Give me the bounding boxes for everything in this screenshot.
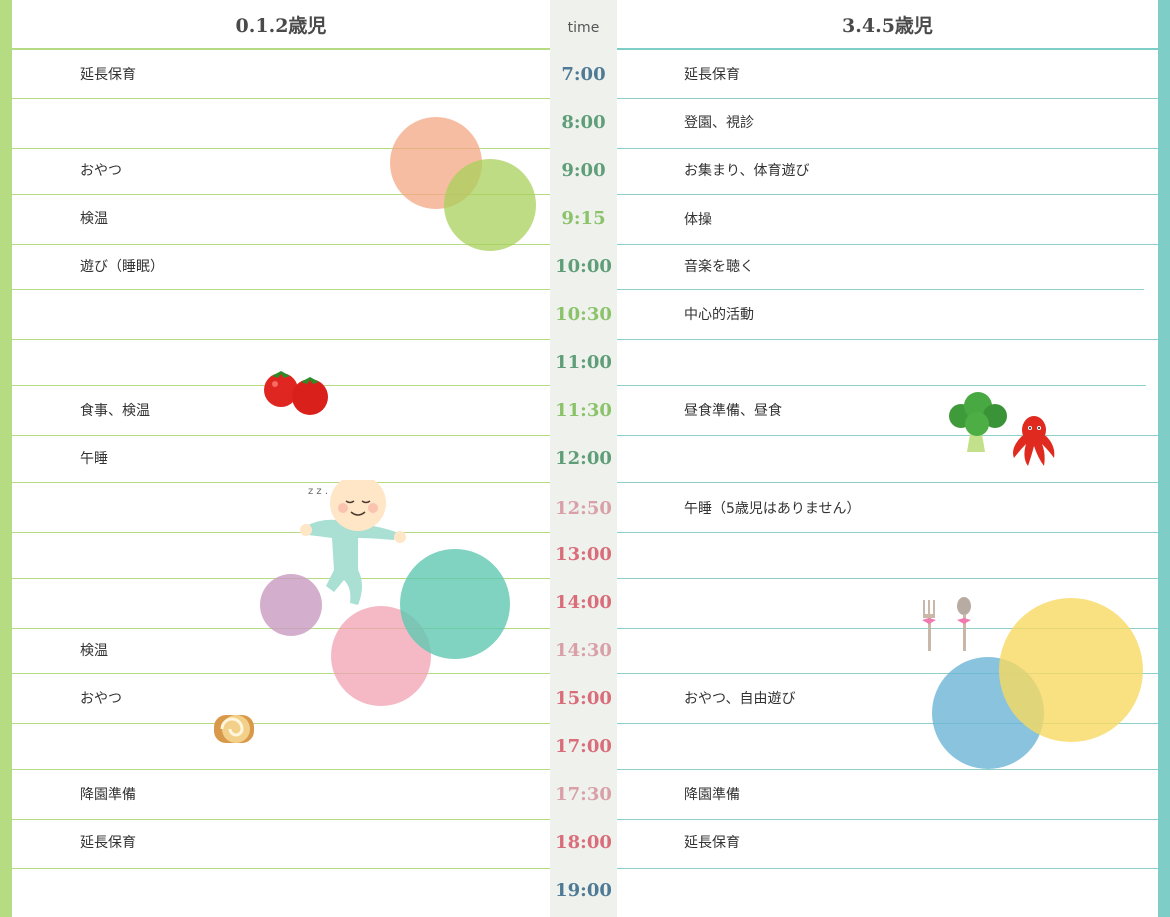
activity-label: 延長保育 bbox=[80, 67, 136, 83]
activity-label: おやつ、自由遊び bbox=[684, 691, 796, 707]
time-column bbox=[550, 0, 617, 917]
row-divider bbox=[12, 769, 550, 770]
row-divider bbox=[617, 673, 1158, 674]
row-divider bbox=[617, 532, 1158, 533]
time-label: 8:00 bbox=[561, 112, 606, 133]
row-divider bbox=[617, 289, 1144, 290]
row-divider bbox=[617, 194, 1158, 195]
row-divider bbox=[12, 289, 550, 290]
row-divider bbox=[617, 723, 1158, 724]
time-label: 10:00 bbox=[555, 256, 612, 277]
row-divider bbox=[617, 482, 1158, 483]
activity-label: 午睡 bbox=[80, 451, 108, 467]
row-divider bbox=[12, 723, 550, 724]
row-divider bbox=[617, 148, 1158, 149]
watercolor-circles-decoration bbox=[932, 598, 1143, 769]
activity-label: 延長保育 bbox=[684, 835, 740, 851]
time-label: 9:00 bbox=[561, 160, 606, 181]
watercolor-circles-decoration bbox=[260, 549, 510, 706]
time-label: 11:00 bbox=[555, 352, 612, 373]
time-label: 19:00 bbox=[555, 880, 612, 901]
tomato-icon bbox=[264, 371, 328, 415]
time-label: 7:00 bbox=[561, 64, 606, 85]
row-divider bbox=[12, 244, 550, 245]
activity-label: 音楽を聴く bbox=[684, 259, 754, 275]
row-divider bbox=[617, 819, 1158, 820]
activity-label: おやつ bbox=[80, 691, 122, 707]
time-label: 10:30 bbox=[555, 304, 612, 325]
activity-label: 延長保育 bbox=[684, 67, 740, 83]
row-divider bbox=[12, 339, 550, 340]
row-divider bbox=[12, 482, 550, 483]
row-divider bbox=[617, 769, 1158, 770]
time-label: 14:30 bbox=[555, 640, 612, 661]
time-label: 17:30 bbox=[555, 784, 612, 805]
activity-label: 検温 bbox=[80, 643, 108, 659]
row-divider bbox=[12, 98, 550, 99]
row-divider bbox=[617, 435, 1158, 436]
octopus-sausage-icon bbox=[1013, 416, 1055, 466]
right-edge-stripe bbox=[1158, 0, 1170, 917]
activity-label: 午睡（5歳児はありません） bbox=[684, 501, 861, 517]
activity-label: お集まり、体育遊び bbox=[684, 163, 810, 179]
time-label: 12:00 bbox=[555, 448, 612, 469]
time-label: 17:00 bbox=[555, 736, 612, 757]
sleeping-baby-icon: z z . bbox=[300, 480, 406, 605]
left-edge-stripe bbox=[0, 0, 12, 917]
activity-label: 遊び（睡眠） bbox=[80, 259, 164, 275]
time-label: 14:00 bbox=[555, 592, 612, 613]
row-divider bbox=[12, 819, 550, 820]
activity-label: 降園準備 bbox=[684, 787, 740, 803]
watercolor-circles-decoration bbox=[390, 117, 536, 251]
row-divider bbox=[617, 628, 1158, 629]
row-divider bbox=[617, 385, 1146, 386]
time-label: 12:50 bbox=[555, 498, 612, 519]
activity-label: 食事、検温 bbox=[80, 403, 150, 419]
row-divider bbox=[12, 532, 550, 533]
row-divider bbox=[617, 868, 1158, 869]
activity-label: 延長保育 bbox=[80, 835, 136, 851]
svg-text:z z .: z z . bbox=[308, 486, 328, 497]
row-divider bbox=[12, 148, 550, 149]
broccoli-icon bbox=[949, 392, 1007, 452]
time-label: 18:00 bbox=[555, 832, 612, 853]
row-divider bbox=[617, 578, 1158, 579]
time-label: 15:00 bbox=[555, 688, 612, 709]
time-label: 9:15 bbox=[561, 208, 606, 229]
time-label: 11:30 bbox=[555, 400, 612, 421]
right-column-header: 3.4.5歳児 bbox=[617, 0, 1158, 50]
activity-label: 体操 bbox=[684, 212, 712, 228]
time-label: 13:00 bbox=[555, 544, 612, 565]
time-column-header: time bbox=[567, 20, 600, 36]
activity-label: 中心的活動 bbox=[684, 307, 754, 323]
activity-label: おやつ bbox=[80, 163, 122, 179]
row-divider bbox=[12, 868, 550, 869]
activity-label: 検温 bbox=[80, 211, 108, 227]
left-column-header: 0.1.2歳児 bbox=[12, 0, 550, 50]
row-divider bbox=[12, 194, 550, 195]
activity-label: 降園準備 bbox=[80, 787, 136, 803]
fork-spoon-icon bbox=[922, 597, 971, 651]
activity-label: 昼食準備、昼食 bbox=[684, 403, 782, 419]
row-divider bbox=[12, 673, 550, 674]
row-divider bbox=[617, 339, 1158, 340]
roll-cake-icon bbox=[214, 715, 254, 743]
row-divider bbox=[617, 244, 1158, 245]
activity-label: 登園、視診 bbox=[684, 115, 754, 131]
row-divider bbox=[617, 98, 1158, 99]
row-divider bbox=[12, 435, 550, 436]
